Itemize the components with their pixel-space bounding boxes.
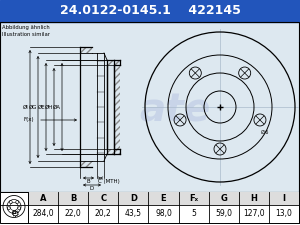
Text: I: I <box>282 194 285 203</box>
Text: C (MTH): C (MTH) <box>98 179 120 184</box>
Bar <box>28 192 299 205</box>
Text: ØA: ØA <box>53 104 61 110</box>
Text: F(x): F(x) <box>24 117 34 122</box>
Text: ØG: ØG <box>28 104 37 110</box>
Text: D: D <box>130 194 137 203</box>
Text: ØE: ØE <box>38 104 45 110</box>
Bar <box>0 22 300 192</box>
Text: 127,0: 127,0 <box>243 209 265 218</box>
Text: 59,0: 59,0 <box>215 209 232 218</box>
Text: B: B <box>87 179 90 184</box>
Bar <box>0 192 299 223</box>
Text: G: G <box>220 194 227 203</box>
Text: 22,0: 22,0 <box>65 209 82 218</box>
Text: 284,0: 284,0 <box>32 209 54 218</box>
Text: ØI: ØI <box>23 104 29 110</box>
Text: 24.0122-0145.1    422145: 24.0122-0145.1 422145 <box>60 4 240 18</box>
Text: 13,0: 13,0 <box>275 209 292 218</box>
Bar <box>0 0 300 22</box>
Text: 20,2: 20,2 <box>95 209 112 218</box>
Text: A: A <box>40 194 46 203</box>
Text: H: H <box>250 194 257 203</box>
Text: Ø.6: Ø.6 <box>261 130 269 135</box>
Text: E: E <box>161 194 166 203</box>
Text: C: C <box>100 194 106 203</box>
Text: D: D <box>90 186 94 191</box>
Bar <box>80 47 92 167</box>
Text: 43,5: 43,5 <box>125 209 142 218</box>
Bar <box>0 22 299 192</box>
Text: ⚙: ⚙ <box>10 209 18 219</box>
Bar <box>107 60 120 154</box>
Text: Abbildung ähnlich
Illustration similar: Abbildung ähnlich Illustration similar <box>2 25 50 37</box>
Text: 98,0: 98,0 <box>155 209 172 218</box>
Text: 5: 5 <box>191 209 196 218</box>
Text: Fₓ: Fₓ <box>189 194 198 203</box>
Text: ate: ate <box>140 91 211 129</box>
Text: B: B <box>70 194 76 203</box>
Bar <box>80 53 92 161</box>
Text: ØH: ØH <box>45 104 53 110</box>
Bar <box>107 65 114 149</box>
